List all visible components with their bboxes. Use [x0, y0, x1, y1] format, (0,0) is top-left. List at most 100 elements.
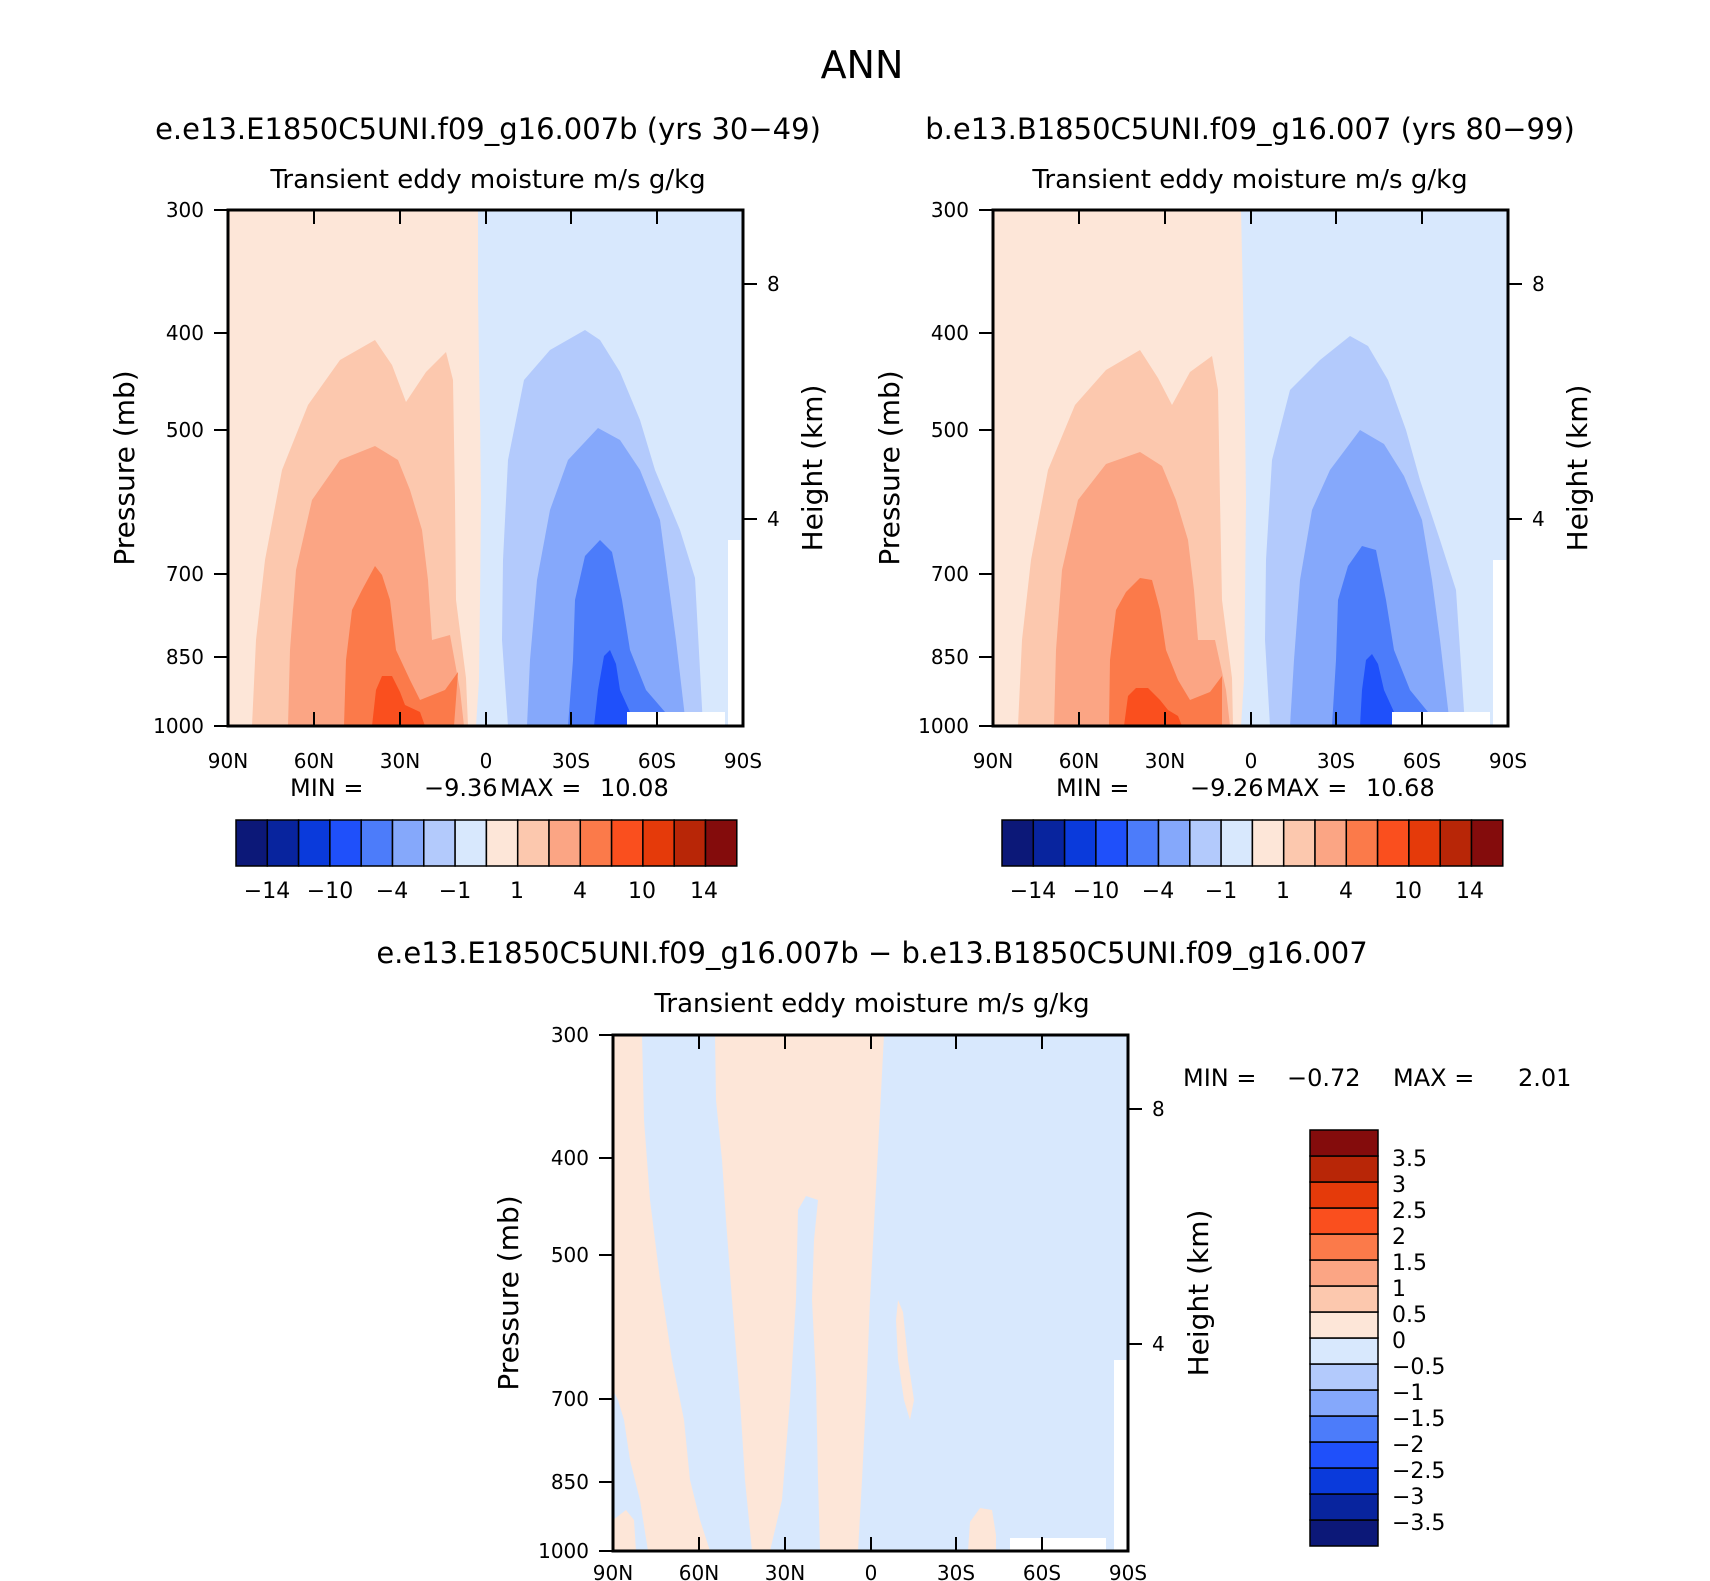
panel-2-ytick-2: 500 [931, 418, 969, 442]
panel-3-ylabel: Pressure (mb) [492, 1195, 525, 1390]
panel-2-ytick-1: 400 [931, 321, 969, 345]
panel-3-cb-label-10: −1.5 [1392, 1407, 1445, 1432]
panel-3-colorbar-cell-11 [1309, 1233, 1379, 1261]
panel-3-xtick-0: 90N [593, 1561, 633, 1581]
panel-1-ylabel-right: Height (km) [796, 385, 829, 552]
panel-2-colorbar-cell-11 [1345, 819, 1379, 867]
panel-1-xtick-5: 60S [638, 749, 676, 773]
panel-1-cb-label-1: −10 [307, 879, 353, 904]
panel-3-colorbar-cell-2 [1309, 1467, 1379, 1495]
panel-3-cb-label-5: 1 [1392, 1277, 1406, 1302]
panel-2-contour-4 [1124, 688, 1182, 726]
panel-3-cb-label-8: −0.5 [1392, 1355, 1445, 1380]
panel-3-colorbar-cells [1309, 1129, 1379, 1547]
panel-2-ytick-5: 1000 [918, 714, 969, 738]
panel-1-ytick-4: 850 [166, 645, 204, 669]
panel-3-stats: MIN = −0.72 MAX = 2.01 [1183, 1064, 1571, 1092]
panel-3-ytick-0: 300 [551, 1023, 589, 1047]
panel-3-cb-label-2: 2.5 [1392, 1199, 1427, 1224]
panel-3-colorbar-cell-1 [1309, 1493, 1379, 1521]
panel-1-colorbar-cell-6 [423, 819, 456, 867]
panel-3-ytick-4: 850 [551, 1470, 589, 1494]
panel-1-colorbar-cell-14 [673, 819, 707, 867]
panel-3-ticks [599, 1034, 1142, 1552]
panel-2-cb-label-5: 4 [1339, 879, 1353, 904]
panel-2-colorbar-cell-8 [1251, 819, 1285, 867]
panel-2-case-title: b.e13.B1850C5UNI.f09_g16.007 (yrs 80−99) [925, 112, 1575, 146]
panel-3-title: Transient eddy moisture m/s g/kg [653, 989, 1089, 1019]
panel-1-colorbar-cell-7 [454, 819, 488, 867]
panel-2-colorbar: −14 −10 −4 −1 1 4 10 14 [1001, 819, 1504, 904]
panel-2-ytick-3: 700 [931, 562, 969, 586]
panel-1-colorbar-cell-0 [235, 819, 269, 867]
panel-3-contour-pos-3 [896, 1300, 914, 1420]
panel-2-ticks [979, 209, 1522, 727]
panel-2-xtick-6: 90S [1489, 749, 1527, 773]
panel-3-contour-pos-1 [613, 1035, 710, 1551]
panel-3-ylabel-right: Height (km) [1182, 1210, 1215, 1377]
panel-1-y-tick-labels: 300 400 500 700 850 1000 [153, 198, 204, 738]
panel-2-cb-label-3: −1 [1205, 879, 1237, 904]
panel-3-rtick-1: 4 [1152, 1332, 1165, 1356]
panel-1-xtick-1: 60N [294, 749, 334, 773]
panel-3-colorbar-cell-3 [1309, 1441, 1379, 1469]
panel-3-cb-label-4: 1.5 [1392, 1251, 1427, 1276]
panel-1-x-tick-labels: 90N 60N 30N 0 30S 60S 90S [208, 749, 762, 773]
panel-3-cb-label-0: 3.5 [1392, 1147, 1427, 1172]
panel-2-cb-label-2: −4 [1142, 879, 1174, 904]
panel-2-contour-7 [1332, 546, 1430, 726]
panel-3-contour-pos-2 [715, 1035, 884, 1551]
panel-3-contour-pos-5 [613, 1510, 636, 1551]
panel-1-ytick-2: 500 [166, 418, 204, 442]
panel-1-colorbar-cell-4 [360, 819, 394, 867]
panel-1-xtick-2: 30N [380, 749, 420, 773]
panel-3-plot: 90N 60N 30N 0 30S 60S 90S 300 400 500 70… [492, 1023, 1215, 1581]
panel-3-ytick-1: 400 [551, 1146, 589, 1170]
panel-3-right-tick-labels: 8 4 [1152, 1097, 1165, 1356]
panel-2-right-tick-labels: 8 4 [1532, 272, 1545, 531]
panel-1-colorbar: −14 −10 −4 −1 1 4 10 14 [235, 819, 738, 904]
panel-1-colorbar-cell-9 [516, 819, 550, 867]
panel-1-missing-edge [728, 540, 743, 726]
panel-3-xtick-3: 0 [865, 1561, 878, 1581]
panel-1-colorbar-cell-13 [642, 819, 675, 867]
panel-3: e.e13.E1850C5UNI.f09_g16.007b − b.e13.B1… [376, 936, 1571, 1581]
panel-1-cb-label-3: −1 [439, 879, 471, 904]
panel-1-ticks [214, 209, 757, 727]
panel-3-contour-pos-4 [968, 1508, 996, 1551]
panel-1-cb-label-6: 10 [628, 879, 656, 904]
panel-3-xtick-2: 30N [765, 1561, 805, 1581]
panel-2-max-value: 10.68 [1366, 774, 1435, 802]
panel-2-colorbar-cell-9 [1282, 819, 1316, 867]
panel-2-colorbar-cell-14 [1439, 819, 1473, 867]
panel-2-cb-label-0: −14 [1010, 879, 1056, 904]
panel-2-colorbar-labels: −14 −10 −4 −1 1 4 10 14 [1010, 879, 1484, 904]
panel-2-contour-8 [1360, 654, 1400, 726]
panel-2-rtick-0: 8 [1532, 272, 1545, 296]
panel-2: b.e13.B1850C5UNI.f09_g16.007 (yrs 80−99)… [873, 112, 1594, 904]
panel-3-case-title: e.e13.E1850C5UNI.f09_g16.007b − b.e13.B1… [376, 936, 1367, 970]
panel-1-contour-7 [568, 540, 668, 726]
panel-1-xtick-6: 90S [724, 749, 762, 773]
panel-3-xtick-6: 90S [1109, 1561, 1147, 1581]
panel-3-xtick-4: 30S [937, 1561, 975, 1581]
panel-2-min-value: −9.26 [1190, 774, 1264, 802]
panel-3-cb-label-6: 0.5 [1392, 1303, 1427, 1328]
panel-1-colorbar-cells [235, 819, 738, 867]
panel-1-colorbar-cell-3 [329, 819, 362, 867]
panel-3-colorbar: 3.5 3 2.5 2 1.5 1 0.5 0 −0.5 −1 −1.5 −2 … [1309, 1129, 1445, 1547]
panel-1-colorbar-cell-1 [266, 819, 300, 867]
panel-1: e.e13.E1850C5UNI.f09_g16.007b (yrs 30−49… [108, 112, 829, 904]
panel-1-ytick-0: 300 [166, 198, 204, 222]
panel-2-colorbar-cell-7 [1220, 819, 1254, 867]
panel-2-colorbar-cell-3 [1095, 819, 1128, 867]
panel-2-cb-label-7: 14 [1456, 879, 1484, 904]
panel-2-max-label: MAX = [1266, 774, 1347, 802]
panel-2-rtick-1: 4 [1532, 507, 1545, 531]
panel-3-cb-label-1: 3 [1392, 1173, 1406, 1198]
panel-2-x-tick-labels: 90N 60N 30N 0 30S 60S 90S [973, 749, 1527, 773]
panel-2-ytick-0: 300 [931, 198, 969, 222]
panel-2-xtick-3: 0 [1245, 749, 1258, 773]
panel-3-colorbar-cell-5 [1309, 1389, 1379, 1417]
